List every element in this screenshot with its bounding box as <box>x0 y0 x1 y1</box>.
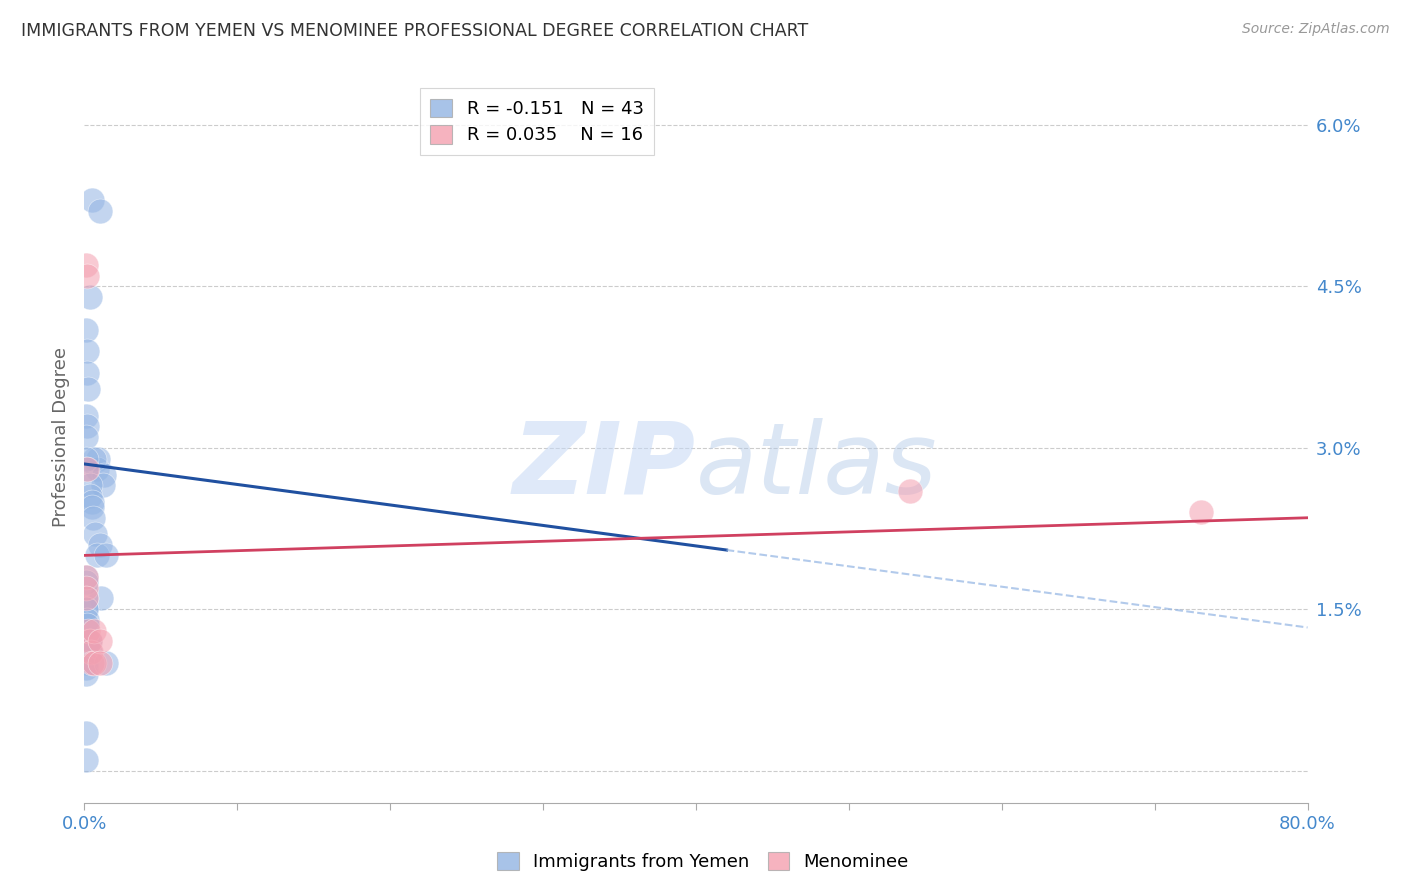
Point <box>84 527 107 541</box>
Point <box>80 194 103 208</box>
Point <box>94 656 117 670</box>
Point <box>75 570 97 584</box>
Text: IMMIGRANTS FROM YEMEN VS MENOMINEE PROFESSIONAL DEGREE CORRELATION CHART: IMMIGRANTS FROM YEMEN VS MENOMINEE PROFE… <box>21 22 808 40</box>
Point <box>75 591 97 606</box>
Point <box>898 483 921 498</box>
Point <box>79 489 101 503</box>
Y-axis label: Professional Degree: Professional Degree <box>52 347 70 527</box>
Point <box>89 204 111 219</box>
Point <box>77 382 100 396</box>
Text: Source: ZipAtlas.com: Source: ZipAtlas.com <box>1241 22 1389 37</box>
Point <box>93 467 115 482</box>
Point <box>77 624 100 638</box>
Point <box>93 478 115 492</box>
Point <box>1189 505 1212 519</box>
Point <box>79 478 101 492</box>
Point <box>83 656 105 670</box>
Point <box>77 634 100 648</box>
Point <box>83 451 105 466</box>
Point <box>75 430 97 444</box>
Point <box>75 322 97 336</box>
Point <box>86 462 108 476</box>
Point <box>76 268 98 283</box>
Point <box>75 258 97 272</box>
Point <box>75 581 97 595</box>
Point <box>80 500 103 514</box>
Point <box>79 634 101 648</box>
Point <box>76 344 98 359</box>
Point <box>75 661 97 675</box>
Point <box>75 602 97 616</box>
Point <box>82 510 104 524</box>
Point <box>75 656 97 670</box>
Point <box>89 634 111 648</box>
Point <box>76 462 98 476</box>
Point <box>75 409 97 423</box>
Text: atlas: atlas <box>696 417 938 515</box>
Point <box>75 602 97 616</box>
Point <box>75 462 97 476</box>
Point <box>94 549 117 563</box>
Legend: Immigrants from Yemen, Menominee: Immigrants from Yemen, Menominee <box>489 845 917 879</box>
Point <box>75 666 97 681</box>
Point <box>75 726 97 740</box>
Point <box>75 591 97 606</box>
Point <box>76 419 98 434</box>
Text: ZIP: ZIP <box>513 417 696 515</box>
Point <box>80 656 103 670</box>
Point <box>75 570 97 584</box>
Point <box>90 591 112 606</box>
Point <box>86 549 108 563</box>
Point <box>87 451 110 466</box>
Point <box>76 366 98 380</box>
Point <box>76 618 98 632</box>
Point <box>75 451 97 466</box>
Point <box>79 645 101 659</box>
Point <box>89 538 111 552</box>
Point <box>79 634 101 648</box>
Point <box>75 753 97 767</box>
Point <box>80 645 103 659</box>
Point <box>89 656 111 670</box>
Point <box>75 575 97 590</box>
Point <box>80 494 103 508</box>
Legend: R = -0.151   N = 43, R = 0.035    N = 16: R = -0.151 N = 43, R = 0.035 N = 16 <box>419 87 654 155</box>
Point <box>79 290 101 304</box>
Point <box>76 613 98 627</box>
Point <box>83 624 105 638</box>
